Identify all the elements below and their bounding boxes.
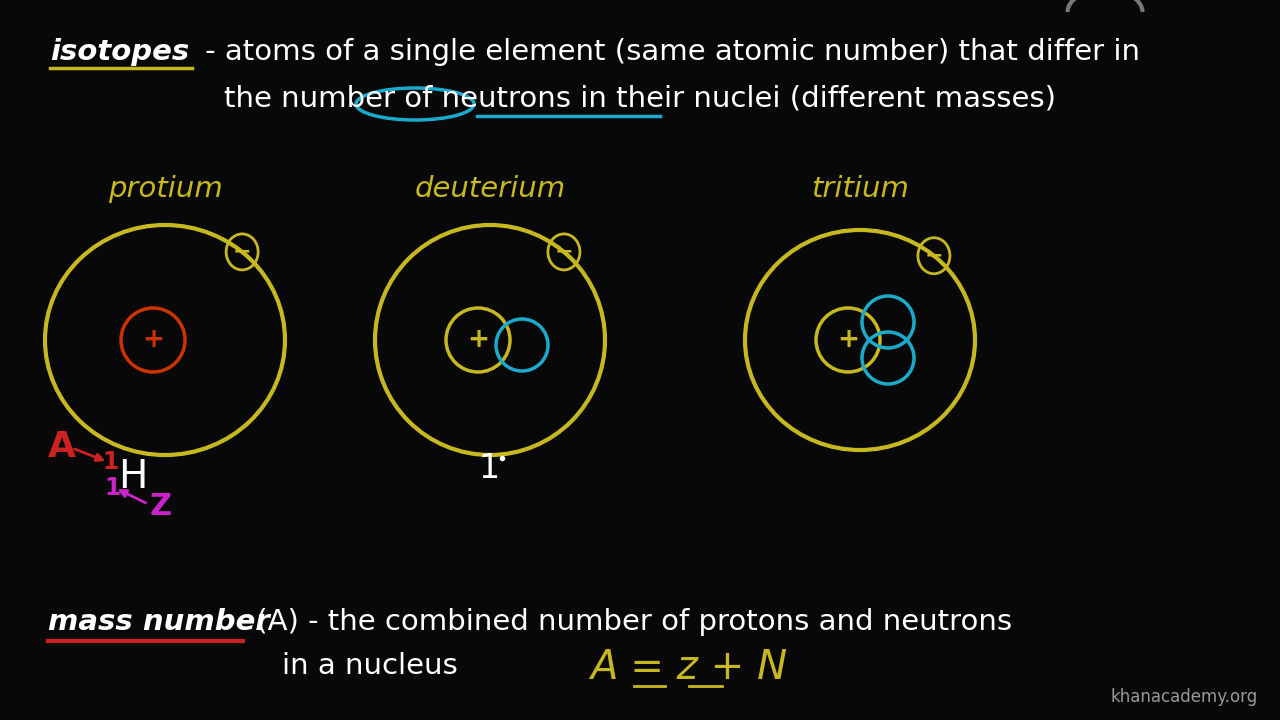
Text: 1: 1 [477,452,499,485]
Text: A: A [49,430,76,464]
Text: tritium: tritium [812,175,909,203]
Text: in a nucleus: in a nucleus [282,652,458,680]
Text: khanacademy.org: khanacademy.org [1111,688,1258,706]
Text: +: + [467,327,489,353]
Text: Z: Z [150,492,172,521]
Text: +: + [837,327,859,353]
Text: +: + [142,327,164,353]
Text: A = z + N: A = z + N [590,648,787,687]
Text: isotopes: isotopes [50,38,189,66]
Text: the number of neutrons in their nuclei (different masses): the number of neutrons in their nuclei (… [224,84,1056,112]
Text: protium: protium [108,175,223,203]
Text: - atoms of a single element (same atomic number) that differ in: - atoms of a single element (same atomic… [196,38,1140,66]
Text: −: − [924,246,943,266]
Text: −: − [554,242,573,262]
Text: 1: 1 [102,450,118,474]
Text: −: − [233,242,251,262]
Text: (A) - the combined number of protons and neutrons: (A) - the combined number of protons and… [247,608,1012,636]
Text: mass number: mass number [49,608,270,636]
Text: H: H [118,458,147,496]
Text: 1: 1 [104,476,120,500]
Text: deuterium: deuterium [415,175,566,203]
